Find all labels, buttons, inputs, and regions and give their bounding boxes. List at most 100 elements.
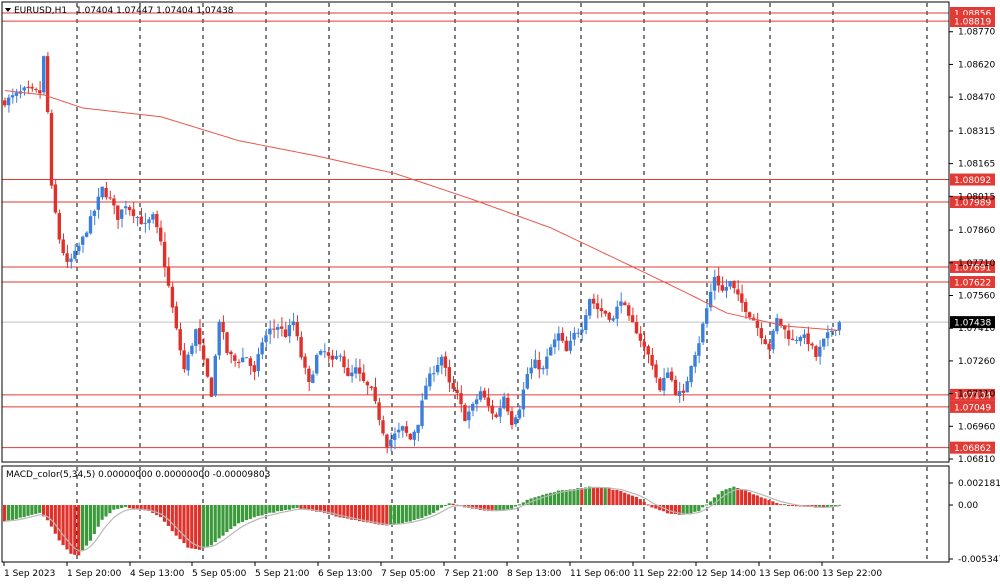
candle-body [81,236,85,245]
chart-header[interactable]: EURUSD,H1 1.07404 1.07447 1.07404 1.0743… [5,6,234,16]
candle-body [112,198,116,206]
candle-body [513,417,518,425]
macd-bar [112,505,116,510]
candle-body [354,367,358,374]
price-tick-label: 1.08470 [958,93,995,103]
candle-body [494,414,498,418]
macd-bar [494,505,498,512]
candle-body [131,209,136,217]
macd-bar [108,505,112,514]
price-tick-label: 1.07410 [958,324,995,334]
candle-body [451,383,455,389]
macd-bar [49,505,53,527]
candle-body [361,372,366,381]
candle-body [658,378,662,391]
candle-body [283,329,288,337]
candle-body [307,368,311,383]
candle-body [213,355,217,396]
macd-bar [69,505,73,554]
macd-bar [244,505,248,521]
macd-bar [88,505,92,541]
dropdown-triangle-icon[interactable] [5,8,11,12]
level-label: 1.07989 [954,198,991,208]
macd-bar [233,505,237,527]
candle-body [560,332,565,341]
candle-body [825,332,830,339]
candle-body [673,379,678,395]
macd-bar [564,490,568,506]
macd-bar [166,505,170,526]
candle-body [603,310,607,314]
macd-bar [556,490,560,506]
macd-bar [268,505,272,513]
candle-body [716,275,721,286]
macd-bar [685,505,689,515]
candle-body [478,391,483,400]
candle-body [116,205,120,220]
candle-body [747,312,752,318]
macd-bar [416,505,420,519]
candle-body [634,322,639,334]
candle-body [143,222,147,224]
macd-bar [34,505,38,514]
level-label-bg [950,275,995,288]
macd-bar [84,505,89,546]
macd-bar [252,505,256,518]
macd-bar [654,505,658,509]
price-tick-label: 1.07860 [958,226,995,236]
macd-bar [763,498,767,506]
macd-bar [646,504,650,506]
macd-bar [170,505,174,532]
candle-body [342,356,346,368]
macd-bar [404,505,408,522]
macd-bar [517,504,521,506]
macd-bar [568,489,572,506]
candle-body [139,216,143,225]
macd-tick-label: 0.0021814 [958,479,1000,489]
candle-body [385,434,389,448]
candle-body [697,343,701,356]
macd-bar [334,505,338,517]
candle-body [607,312,611,320]
macd-bar [490,505,494,512]
candle-body [650,354,654,366]
level-label-bg [950,195,995,208]
price-tick-label: 1.07110 [958,390,995,400]
macd-bar [825,505,830,508]
candle-body [26,86,30,88]
candle-body [205,358,210,377]
macd-bar [287,505,291,510]
candle-body [389,439,393,447]
candle-body [701,323,705,343]
candle-body [186,354,190,371]
macd-bar [3,505,7,522]
candle-body [599,308,604,312]
macd-bar [611,489,615,506]
candle-body [443,356,448,368]
level-label-bg [950,173,995,186]
macd-bar [65,505,69,550]
candle-body [350,372,354,377]
macd-bar [400,505,404,524]
candle-body [65,253,69,262]
candle-body [22,87,26,91]
macd-bar [669,505,674,514]
macd-bar [751,494,755,506]
price-tick-label: 1.08770 [958,28,995,38]
macd-bar [131,505,135,509]
candle-body [49,113,54,186]
macd-bar [607,488,611,506]
macd-bar [303,505,307,510]
candle-body [767,343,771,350]
candle-body [6,97,11,106]
macd-bar [412,505,416,521]
level-label-bg [950,388,995,401]
level-label-bg [950,15,995,28]
macd-bar [697,505,701,512]
candle-body [588,299,592,316]
macd-bar [747,492,752,506]
candle-body [794,339,799,341]
price-tick-label: 1.07260 [958,357,995,367]
